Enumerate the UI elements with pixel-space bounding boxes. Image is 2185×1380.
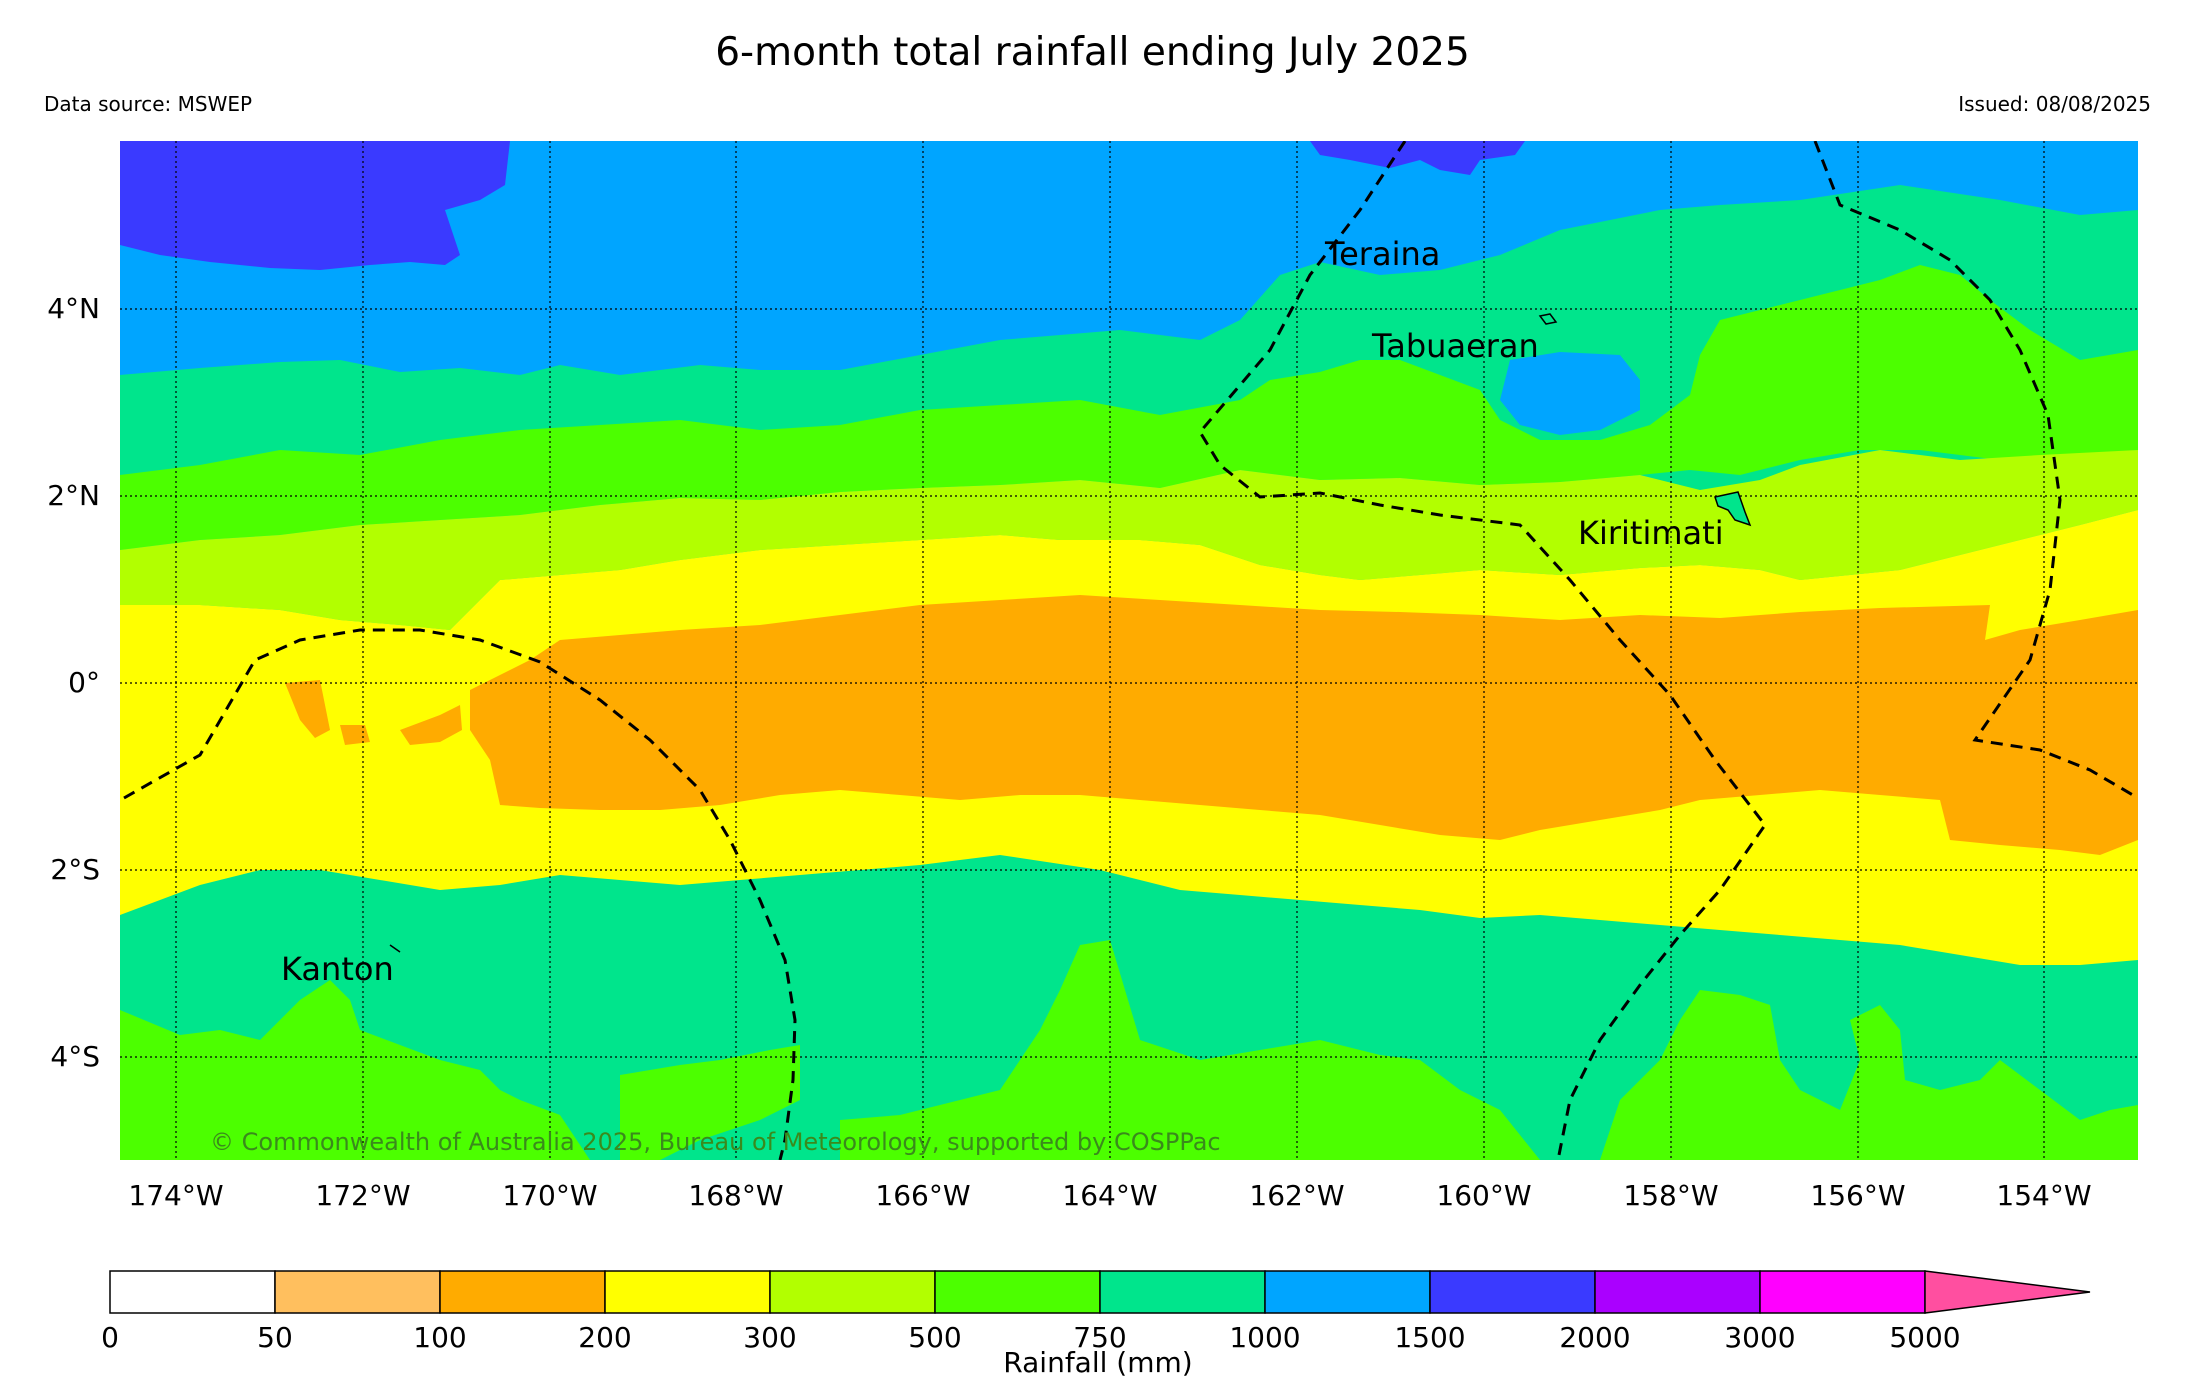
lon-tick-label: 156°W <box>1810 1179 1905 1212</box>
colorbar-swatch <box>1099 1270 1266 1314</box>
colorbar-swatch <box>274 1270 441 1314</box>
colorbar-swatch <box>769 1270 936 1314</box>
band-100-200 <box>470 595 2138 855</box>
lat-tick-label: 4°S <box>50 1040 100 1073</box>
colorbar-swatch <box>1594 1270 1761 1314</box>
place-label-tabuaeran: Tabuaeran <box>1371 327 1539 365</box>
issued-date-label: Issued: 08/08/2025 <box>1958 92 2151 116</box>
place-label-teraina: Teraina <box>1324 235 1440 273</box>
colorbar-tick-label: 3000 <box>1724 1321 1795 1354</box>
colorbar-label: Rainfall (mm) <box>1003 1346 1192 1379</box>
copyright-notice: © Commonwealth of Australia 2025, Bureau… <box>210 1128 1221 1156</box>
colorbar-swatch <box>934 1270 1101 1314</box>
colorbar-tick-label: 0 <box>101 1321 119 1354</box>
colorbar-swatch <box>604 1270 771 1314</box>
colorbar-tick-label: 5000 <box>1889 1321 1960 1354</box>
colorbar-tick-label: 1000 <box>1229 1321 1300 1354</box>
colorbar-swatch <box>439 1270 606 1314</box>
islands <box>389 313 1752 953</box>
colorbar-tick-label: 1500 <box>1394 1321 1465 1354</box>
place-label-kanton: Kanton <box>281 950 394 988</box>
colorbar-tick-label: 100 <box>413 1321 466 1354</box>
graticule <box>120 141 2138 1160</box>
colorbar-swatch <box>1264 1270 1431 1314</box>
rainfall-field <box>120 141 2138 1160</box>
blue-pocket-tabuaeran <box>1500 352 1640 435</box>
band-1500-2000 <box>120 141 510 270</box>
lon-tick-label: 158°W <box>1623 1179 1718 1212</box>
lon-tick-label: 170°W <box>502 1179 597 1212</box>
lat-axis: 4°N 2°N 0° 2°S 4°S <box>47 292 100 1073</box>
colorbar-tick-label: 500 <box>908 1321 961 1354</box>
lon-tick-label: 160°W <box>1436 1179 1531 1212</box>
band-500-750-south <box>120 980 590 1160</box>
kiritimati-island <box>1714 491 1752 527</box>
band-1000-1500 <box>120 141 2138 375</box>
colorbar-swatch <box>1429 1270 1596 1314</box>
lon-tick-label: 164°W <box>1062 1179 1157 1212</box>
colorbar-tick-label: 50 <box>257 1321 293 1354</box>
colorbar-extension-arrow <box>1924 1270 2091 1314</box>
tabuaeran-island <box>1538 313 1558 325</box>
colorbar-tick-label: 200 <box>578 1321 631 1354</box>
orange-blob-1 <box>285 680 330 738</box>
data-source-label: Data source: MSWEP <box>44 92 253 116</box>
green-patch-right <box>1600 990 2138 1160</box>
lat-tick-label: 2°S <box>50 853 100 886</box>
lon-tick-label: 166°W <box>875 1179 970 1212</box>
lon-tick-label: 172°W <box>315 1179 410 1212</box>
colorbar-tick-label: 2000 <box>1559 1321 1630 1354</box>
lon-tick-label: 162°W <box>1249 1179 1344 1212</box>
green-patch-center <box>620 1045 800 1160</box>
lat-tick-label: 0° <box>68 666 100 699</box>
colorbar-swatch <box>1759 1270 1926 1314</box>
band-1500-2000-top <box>1310 141 1525 175</box>
lon-tick-label: 168°W <box>688 1179 783 1212</box>
green-patch-middle <box>840 940 1540 1160</box>
band-500-750 <box>120 265 2138 550</box>
colorbar-tick-label: 750 <box>1073 1321 1126 1354</box>
colorbar-swatch <box>109 1270 276 1314</box>
lon-tick-label: 174°W <box>128 1179 223 1212</box>
kanton-island <box>389 944 401 953</box>
colorbar-tick-label: 300 <box>743 1321 796 1354</box>
orange-blob-3 <box>400 705 462 745</box>
eez-boundaries <box>123 141 2138 1160</box>
lon-axis: 174°W 172°W 170°W 168°W 166°W 164°W 162°… <box>128 1179 2091 1212</box>
map-title: 6-month total rainfall ending July 2025 <box>715 30 1470 75</box>
lon-tick-label: 154°W <box>1996 1179 2091 1212</box>
colorbar: 0 50 100 200 300 500 750 1000 1500 2000 3000 5000 <box>101 1270 2091 1354</box>
place-label-kiritimati: Kiritimati <box>1578 514 1724 552</box>
lat-tick-label: 2°N <box>47 479 100 512</box>
lat-tick-label: 4°N <box>47 292 100 325</box>
orange-blob-2 <box>340 725 370 745</box>
